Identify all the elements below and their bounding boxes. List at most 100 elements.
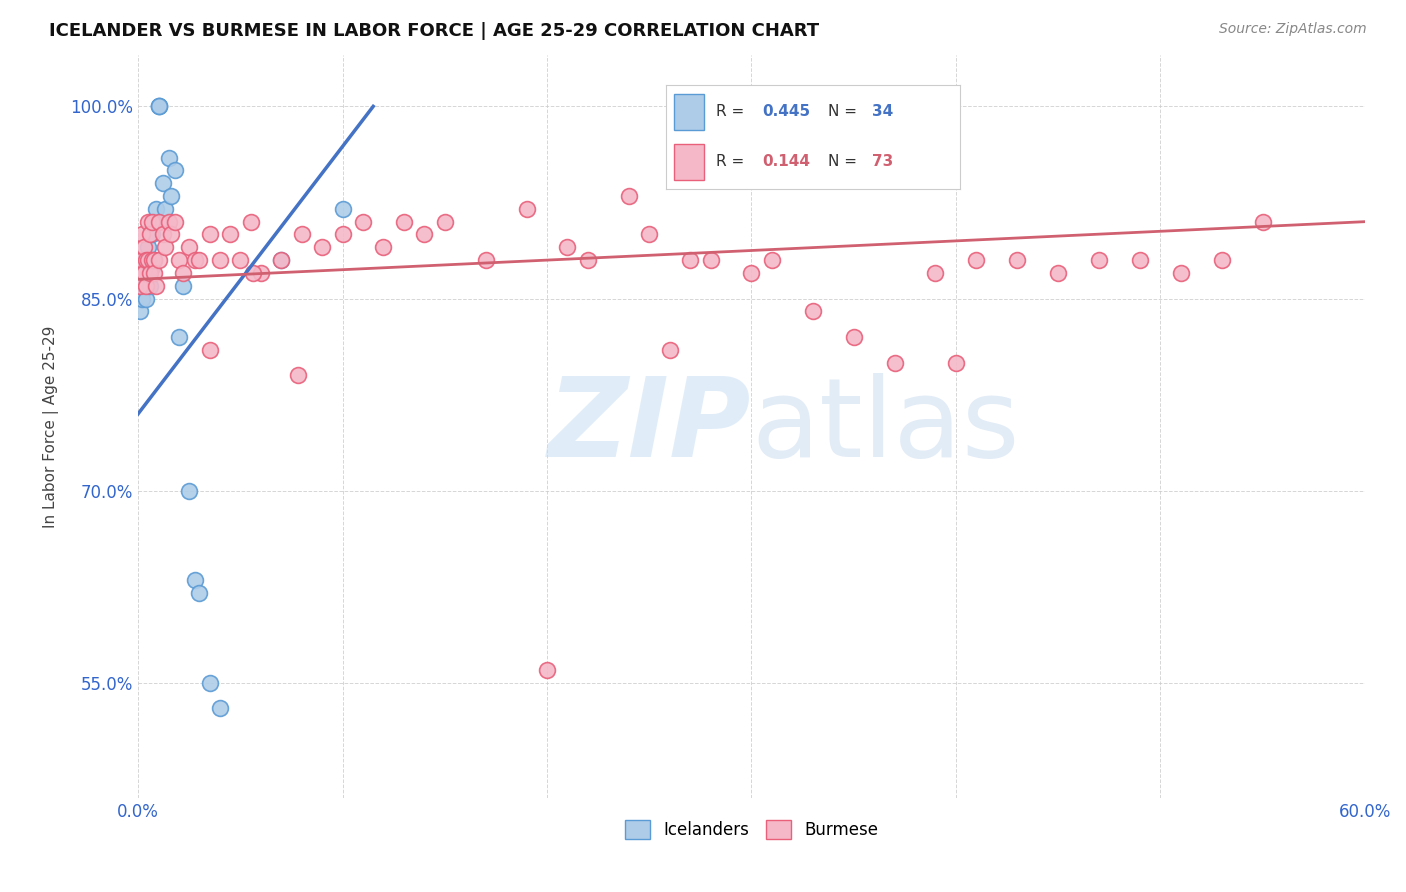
Point [143,253,166,268]
Point [139,227,162,242]
Point [699,253,721,268]
Point [287,368,309,383]
Point [208,701,231,715]
Point [139,253,162,268]
Point [143,266,166,280]
Point [172,278,194,293]
Point [163,215,186,229]
Point [576,253,599,268]
Point [270,253,292,268]
Point [208,253,231,268]
Point [638,227,661,242]
Point [198,227,221,242]
Point [148,99,170,113]
Point [159,189,181,203]
Point [163,163,186,178]
Point [373,240,395,254]
Point [474,253,496,268]
Point [148,99,170,113]
Point [148,99,170,113]
Point [131,227,153,242]
Point [136,215,159,229]
Point [270,253,292,268]
Point [536,663,558,677]
Point [188,253,211,268]
Point [188,586,211,600]
Point [141,215,163,229]
Point [143,215,166,229]
Point [141,260,163,274]
Point [152,176,174,190]
Text: ZIP: ZIP [548,373,751,480]
Point [1251,215,1274,229]
Point [129,278,152,293]
Point [184,253,207,268]
Point [740,266,762,280]
Point [413,227,436,242]
Y-axis label: In Labor Force | Age 25-29: In Labor Force | Age 25-29 [44,326,59,528]
Point [129,278,152,293]
Point [1170,266,1192,280]
Point [136,266,159,280]
Point [167,253,190,268]
Point [242,266,264,280]
Point [965,253,987,268]
Point [129,266,152,280]
Point [229,253,252,268]
Point [761,253,783,268]
Point [184,574,207,588]
Point [145,278,167,293]
Point [392,215,415,229]
Point [131,266,153,280]
Point [157,215,180,229]
Point [842,330,865,344]
Point [1047,266,1070,280]
Point [152,227,174,242]
Point [136,240,159,254]
Point [924,266,946,280]
Point [1211,253,1233,268]
Point [172,266,194,280]
Point [131,292,153,306]
Point [143,253,166,268]
Point [291,227,314,242]
Point [179,483,201,498]
Point [129,304,152,318]
Point [153,240,176,254]
Point [167,330,190,344]
Point [134,266,156,280]
Point [139,278,162,293]
Point [198,343,221,357]
Point [219,227,242,242]
Point [148,253,170,268]
Point [134,253,156,268]
Point [239,215,262,229]
Point [801,304,824,318]
Point [159,227,181,242]
Point [129,253,152,268]
Point [945,355,967,369]
Point [198,676,221,690]
Point [139,266,162,280]
Point [332,227,354,242]
Point [136,253,159,268]
Point [311,240,333,254]
Point [1129,253,1152,268]
Point [516,202,538,216]
Text: atlas: atlas [751,373,1019,480]
Legend: Icelanders, Burmese: Icelanders, Burmese [619,813,884,846]
Point [134,240,156,254]
Point [135,260,157,274]
Point [134,278,156,293]
Point [157,151,180,165]
Point [141,253,163,268]
Point [679,253,702,268]
Text: ICELANDER VS BURMESE IN LABOR FORCE | AGE 25-29 CORRELATION CHART: ICELANDER VS BURMESE IN LABOR FORCE | AG… [49,22,820,40]
Point [1007,253,1029,268]
Point [332,202,354,216]
Point [883,355,905,369]
Point [141,227,163,242]
Point [148,215,170,229]
Point [352,215,374,229]
Point [131,253,153,268]
